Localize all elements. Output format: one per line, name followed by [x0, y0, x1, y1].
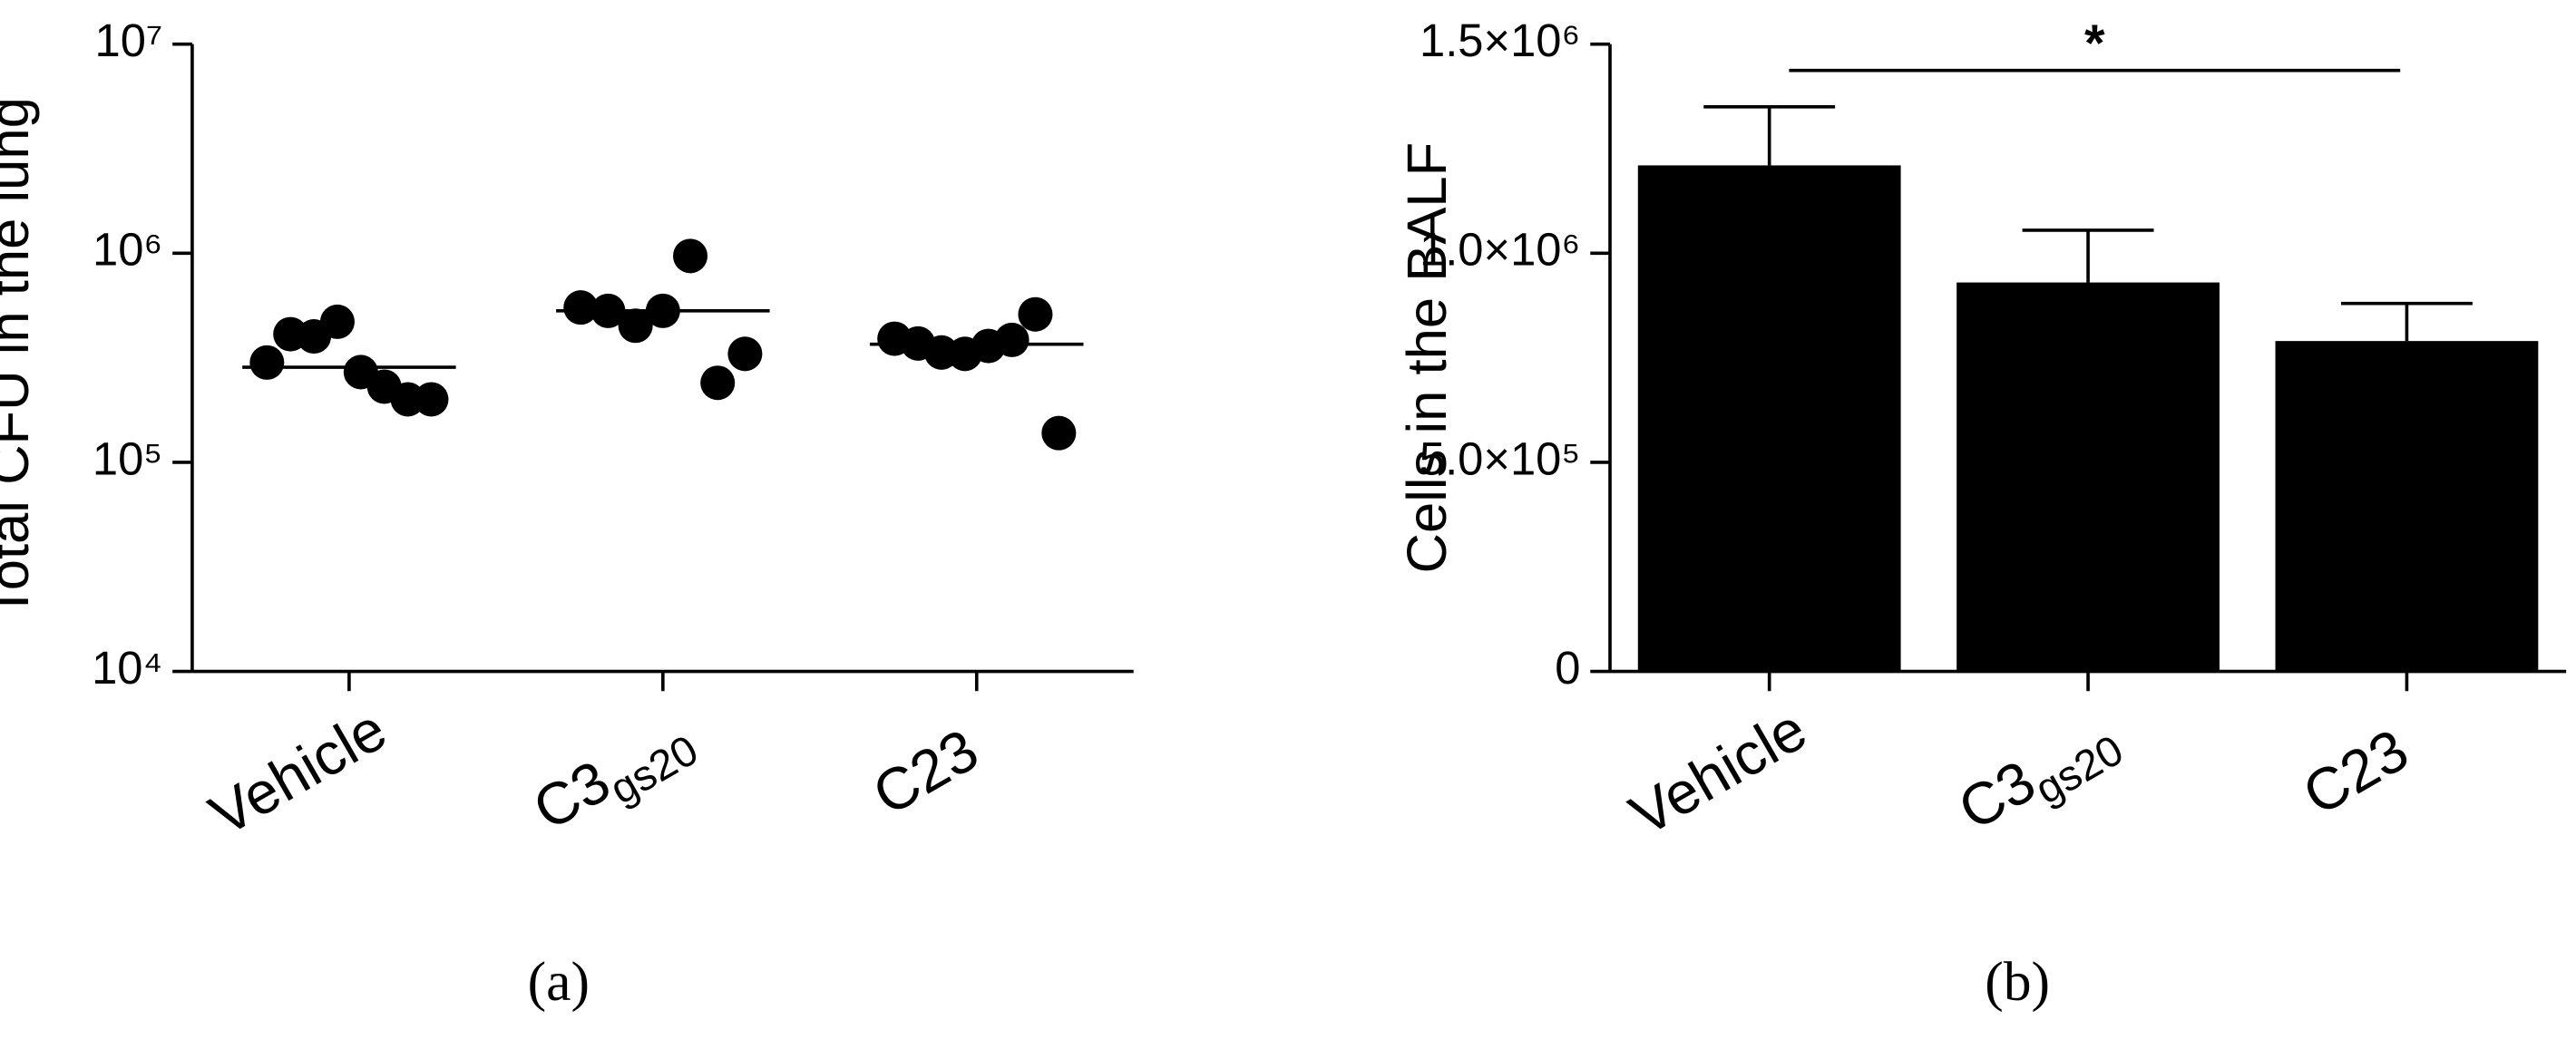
x-tick-label: Vehicle	[199, 695, 397, 848]
x-tick-label: Vehicle	[1619, 695, 1818, 848]
category: C23	[2292, 716, 2419, 828]
point	[994, 322, 1029, 357]
point	[319, 304, 355, 339]
y-axis-title: Total CFU in the lung	[0, 97, 41, 618]
x-tick-label: C3gs20	[522, 701, 706, 850]
y-tick-label: 0	[1555, 642, 1580, 694]
point	[563, 290, 599, 325]
bar	[2275, 341, 2539, 672]
significance-label: *	[2084, 15, 2105, 73]
caption: (a)	[528, 951, 590, 1013]
y-tick-label: 1.5×10⁶	[1420, 15, 1580, 66]
point	[1041, 415, 1077, 451]
x-tick-label: C23	[2292, 716, 2419, 828]
y-axis-title: Cells in the BALF	[1396, 142, 1459, 574]
caption: (b)	[1985, 951, 2050, 1013]
y-tick-label: 10⁵	[93, 432, 162, 484]
point	[672, 238, 708, 274]
y-tick-label: 5.0×10⁵	[1420, 432, 1581, 484]
y-tick-label: 10⁶	[93, 224, 162, 276]
subscript: gs20	[2026, 725, 2131, 813]
point	[249, 345, 285, 380]
y-tick-label: 10⁷	[95, 15, 163, 66]
category: C23	[862, 716, 989, 828]
category: C3	[522, 748, 621, 843]
point	[1018, 296, 1053, 332]
bar	[1637, 165, 1901, 672]
y-tick-label: 10⁴	[92, 642, 162, 694]
point	[700, 365, 736, 401]
bar	[1956, 282, 2220, 672]
point	[727, 336, 763, 372]
category: C3	[1947, 748, 2046, 843]
x-tick-label: C23	[862, 716, 989, 828]
x-tick-label: C3gs20	[1947, 701, 2131, 850]
point	[618, 308, 653, 344]
subscript: gs20	[601, 725, 706, 813]
category: Vehicle	[199, 695, 397, 848]
point	[414, 382, 449, 417]
y-tick-label: 1.0×10⁶	[1420, 224, 1580, 276]
category: Vehicle	[1619, 695, 1818, 848]
